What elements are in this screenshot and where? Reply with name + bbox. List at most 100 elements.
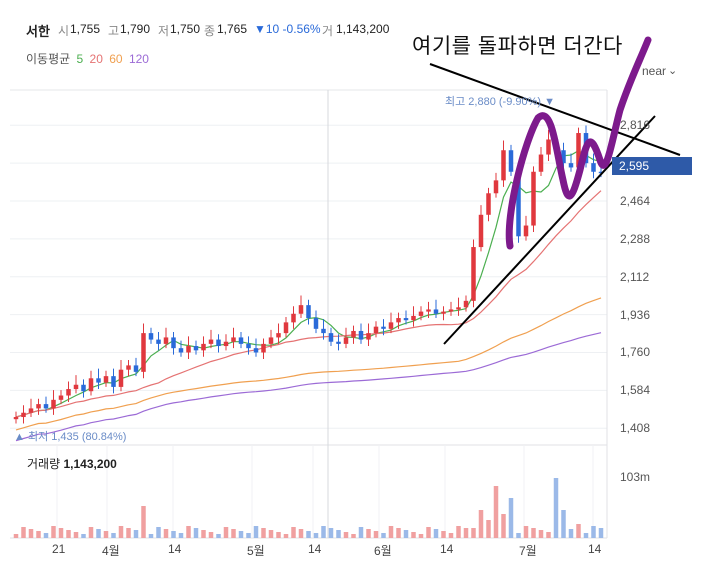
- candle-body: [81, 384, 86, 392]
- candle-body: [321, 328, 326, 334]
- ma-5-label[interactable]: 5: [76, 52, 84, 66]
- volume-bar: [433, 529, 439, 538]
- volume-bar: [96, 529, 101, 538]
- candle-body: [208, 339, 214, 344]
- volume-bar: [463, 528, 469, 538]
- moving-average-legend[interactable]: 이동평균 5 20 60 120: [26, 50, 152, 67]
- change-value: ▼10 -0.56%: [254, 22, 321, 36]
- candle-body: [388, 322, 394, 329]
- close-label: 종: [204, 24, 216, 38]
- resistance-trendline: [429, 63, 681, 156]
- candle-body: [448, 309, 454, 312]
- candle-body: [178, 348, 184, 353]
- volume-bar: [313, 533, 319, 538]
- ma-60-label[interactable]: 60: [109, 52, 123, 66]
- price-tick-label: 1,408: [620, 421, 651, 436]
- volume-bar: [126, 528, 131, 538]
- volume-bar: [118, 526, 124, 538]
- candle-body: [328, 333, 334, 342]
- price-tick-label: 2,464: [620, 194, 651, 209]
- volume-panel-title: 거래량 1,143,200: [27, 455, 117, 472]
- volume-bar: [576, 524, 581, 538]
- candle-body: [426, 309, 431, 312]
- volume-value: 1,143,200: [336, 22, 390, 36]
- candle-body: [261, 343, 266, 353]
- candle-body: [366, 333, 371, 340]
- time-tick-label: 5월: [247, 544, 265, 558]
- volume-bar: [336, 530, 341, 538]
- chevron-down-icon[interactable]: ⌄: [668, 65, 678, 77]
- candle-body: [396, 318, 401, 323]
- volume-bar: [246, 533, 251, 538]
- high-value: 1,790: [120, 22, 151, 36]
- candle-body: [591, 163, 596, 172]
- scale-toggle-button[interactable]: near: [642, 64, 667, 78]
- candle-body: [103, 376, 109, 383]
- candle-body: [13, 417, 19, 420]
- volume-bar: [141, 506, 146, 538]
- ma-line-60: [15, 297, 602, 431]
- max-price-marker: 최고 2,880 (-9.90%) ▼: [445, 93, 555, 109]
- volume-bar: [13, 534, 19, 538]
- volume-bar: [568, 529, 574, 538]
- annotation-drawing: [429, 36, 681, 345]
- open-value: 1,755: [70, 22, 101, 36]
- volume-bar: [51, 526, 56, 538]
- candle-body: [51, 399, 56, 409]
- volume-bar: [531, 528, 536, 538]
- candle-body: [358, 330, 364, 340]
- candle-body: [201, 343, 206, 351]
- candle-body: [216, 339, 221, 347]
- time-tick-label: 14: [168, 542, 182, 556]
- candle-body: [561, 150, 566, 164]
- candle-body: [58, 395, 64, 400]
- candle-body: [223, 341, 229, 347]
- min-price-label: 최저 1,435 (80.84%): [27, 431, 127, 443]
- volume-bar: [58, 528, 64, 538]
- quote-header: 서한 시 1,755 고 1,790 저 1,750 종 1,765 ▼10 -…: [0, 0, 706, 60]
- volume-bar: [366, 529, 371, 538]
- candle-body: [21, 412, 26, 418]
- volume-bar: [411, 532, 416, 538]
- volume-bar: [403, 530, 409, 538]
- candle-body: [441, 311, 446, 314]
- volume-bar: [231, 529, 236, 538]
- volume-bar: [111, 533, 116, 538]
- volume-bar: [381, 533, 386, 538]
- candle-body: [463, 300, 469, 308]
- volume-bar: [456, 526, 461, 538]
- ma-120-label[interactable]: 120: [128, 52, 149, 66]
- time-tick-label: 6월: [374, 544, 392, 558]
- open-label: 시: [58, 24, 70, 38]
- candle-body: [471, 247, 476, 301]
- candle-body: [118, 369, 124, 387]
- candle-body: [351, 330, 356, 338]
- price-tick-label: 2,288: [620, 231, 651, 246]
- candle-body: [313, 318, 319, 329]
- volume-bar: [223, 527, 229, 538]
- volume-bar: [583, 533, 589, 538]
- ma-20-label[interactable]: 20: [89, 52, 103, 66]
- candle-body: [456, 307, 461, 310]
- high-label: 고: [108, 24, 120, 38]
- volume-bars: [13, 478, 604, 538]
- volume-bar: [418, 534, 424, 538]
- volume-bar: [598, 528, 604, 538]
- volume-bar: [328, 528, 334, 538]
- price-tick-label: 1,936: [620, 307, 651, 322]
- volume-title-value: 1,143,200: [63, 457, 117, 471]
- candle-body: [516, 171, 521, 237]
- candle-body: [148, 333, 154, 340]
- candle-body: [493, 180, 499, 194]
- min-price-marker: ▲ 최저 1,435 (80.84%): [14, 428, 126, 444]
- min-marker-icon: ▲: [14, 431, 25, 443]
- volume-bar: [36, 531, 41, 538]
- candle-body: [336, 341, 341, 344]
- volume-bar: [103, 531, 109, 538]
- candle-body: [486, 193, 491, 215]
- max-marker-icon: ▼: [544, 96, 556, 108]
- stock-name[interactable]: 서한: [26, 24, 50, 39]
- volume-bar: [478, 510, 484, 538]
- volume-bar: [291, 527, 296, 538]
